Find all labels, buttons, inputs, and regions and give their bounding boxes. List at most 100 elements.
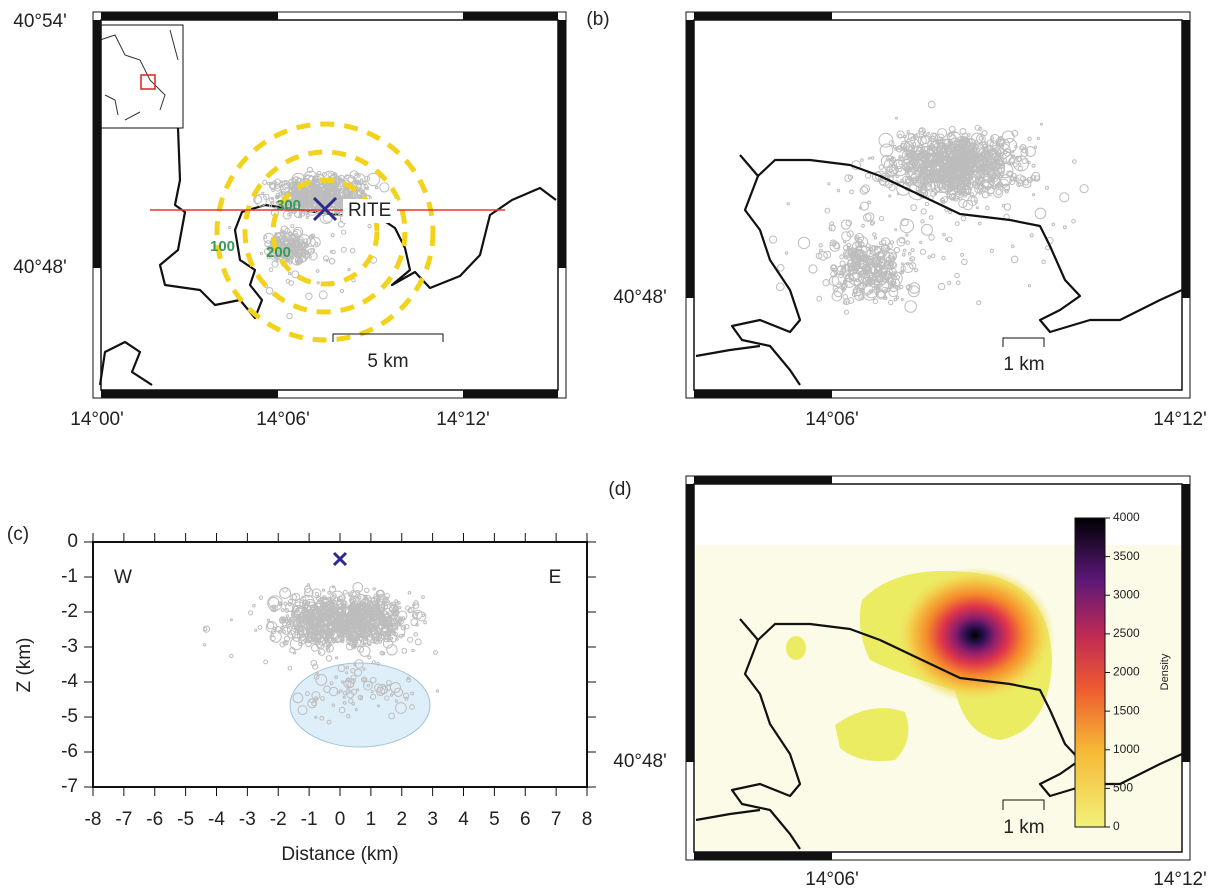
colorbar-tick-label: 3000 [1113, 587, 1140, 601]
event [354, 708, 358, 712]
event [880, 154, 894, 168]
event [897, 286, 901, 290]
event [827, 182, 831, 186]
event [941, 199, 946, 204]
event [311, 588, 322, 599]
x-tick-label: -8 [85, 809, 102, 830]
event [266, 255, 271, 260]
event [954, 221, 960, 227]
event [350, 678, 356, 684]
event [326, 632, 330, 637]
event [948, 132, 953, 138]
event [986, 165, 990, 170]
event [1002, 158, 1008, 163]
event [960, 252, 965, 257]
event [908, 282, 921, 294]
event [290, 593, 298, 601]
event [413, 632, 419, 637]
event [893, 246, 901, 254]
x-tick-label: -3 [239, 809, 256, 830]
event [902, 248, 907, 253]
event [395, 637, 399, 641]
event [345, 677, 351, 683]
event [327, 591, 331, 595]
event [878, 241, 883, 246]
event [379, 650, 385, 656]
event [888, 287, 899, 298]
event [365, 186, 369, 191]
event [315, 674, 328, 686]
event [915, 176, 920, 181]
event [993, 166, 998, 170]
lon-label: 14°12' [1153, 409, 1207, 430]
event [906, 130, 910, 134]
event [850, 247, 861, 258]
event [351, 701, 356, 706]
event [841, 264, 854, 277]
event [423, 620, 427, 625]
event [367, 655, 372, 660]
event [386, 644, 398, 656]
event [315, 671, 319, 675]
event [305, 216, 309, 220]
event [309, 698, 314, 703]
colorbar-tick-label: 3500 [1113, 549, 1140, 563]
event [839, 260, 846, 267]
event [355, 622, 360, 627]
event [300, 188, 304, 192]
event [861, 223, 865, 228]
event [307, 601, 311, 605]
lon-label: 14°12' [436, 409, 490, 430]
event [939, 197, 946, 203]
frame-bar [686, 20, 694, 298]
event [312, 182, 316, 186]
event [254, 193, 268, 207]
event [292, 692, 304, 704]
event [266, 621, 275, 630]
event [283, 182, 290, 189]
event [333, 189, 337, 193]
event [895, 174, 900, 178]
event [291, 613, 298, 621]
event [301, 202, 307, 208]
event [906, 149, 916, 159]
event [998, 163, 1014, 179]
event [317, 637, 327, 646]
event [401, 616, 406, 620]
event [930, 191, 936, 197]
event [348, 593, 352, 597]
event [347, 176, 355, 184]
event [340, 246, 347, 253]
event [384, 616, 391, 623]
event [877, 277, 882, 282]
event [1045, 245, 1051, 251]
event [310, 236, 321, 248]
event [937, 282, 946, 291]
event [248, 610, 254, 616]
event [846, 230, 854, 238]
event [950, 192, 957, 199]
event [359, 178, 364, 182]
event [321, 595, 327, 601]
event [328, 620, 333, 625]
event [312, 609, 317, 614]
event [888, 168, 893, 174]
event [870, 156, 875, 160]
event [896, 130, 905, 139]
event [280, 608, 285, 612]
event [421, 595, 425, 599]
event [263, 235, 268, 239]
event [346, 714, 351, 719]
event [270, 634, 274, 638]
scale-bar [1002, 799, 1045, 810]
event [414, 611, 419, 616]
event [302, 618, 310, 625]
frame-bar [463, 390, 558, 398]
event [996, 148, 1002, 154]
event [905, 168, 911, 174]
event [927, 100, 936, 109]
event [371, 660, 376, 665]
event [339, 639, 343, 643]
x-tick-label: 4 [458, 809, 469, 830]
event [829, 241, 841, 252]
